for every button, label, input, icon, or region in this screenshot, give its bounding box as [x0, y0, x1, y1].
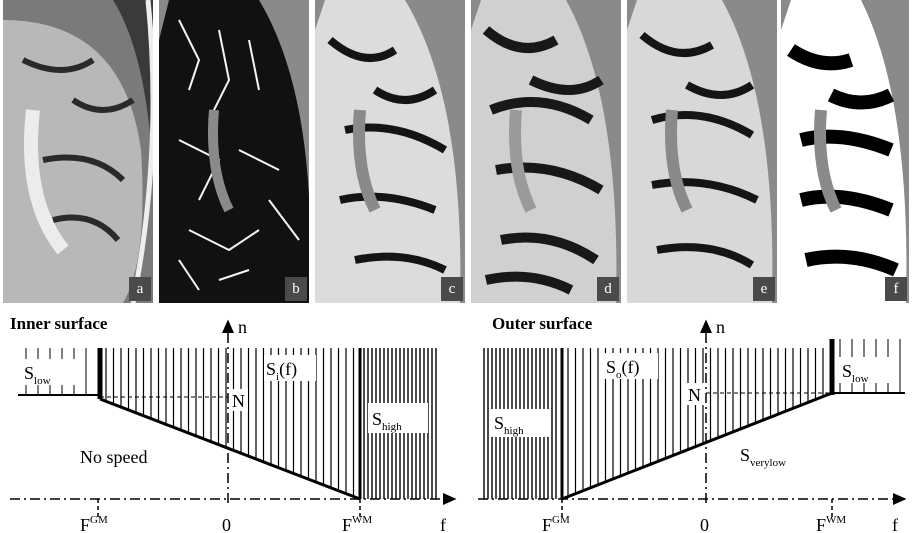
inner-s-low: Slow [24, 363, 51, 387]
outer-s-verylow: Sverylow [740, 445, 786, 469]
mri-panel-f: f [781, 0, 909, 303]
inner-s-high: Shigh [372, 409, 402, 433]
inner-n-threshold: N [232, 391, 245, 411]
panel-label-e: e [753, 277, 775, 301]
inner-f-wm: FWM [342, 514, 372, 533]
panel-label-f: f [885, 277, 907, 301]
outer-s-o: So(f) [606, 357, 640, 381]
outer-s-high: Shigh [494, 413, 524, 437]
outer-high-hatch [483, 348, 557, 499]
outer-n-label: n [716, 317, 725, 337]
inner-zero: 0 [222, 515, 231, 533]
inner-f-gm: FGM [80, 514, 108, 533]
inner-title: Inner surface [10, 314, 108, 333]
panel-label-c: c [441, 277, 463, 301]
mri-panel-b: b [159, 0, 309, 303]
panel-label-a: a [129, 277, 151, 301]
outer-f-gm: FGM [542, 514, 570, 533]
outer-f-label: f [892, 515, 898, 533]
outer-zero: 0 [700, 515, 709, 533]
outer-title: Outer surface [492, 314, 593, 333]
outer-so-hatch [567, 348, 824, 497]
inner-f-label: f [440, 515, 446, 533]
panel-label-b: b [285, 277, 307, 301]
panel-label-d: d [597, 277, 619, 301]
outer-s-low: Slow [842, 361, 869, 385]
inner-n-label: n [238, 317, 247, 337]
outer-n-threshold: N [688, 385, 701, 405]
inner-s-i: Si(f) [266, 359, 297, 383]
mri-panel-a: a [3, 0, 153, 303]
mri-panel-d: d [471, 0, 621, 303]
mri-panel-c: c [315, 0, 465, 303]
inner-si-hatch [105, 348, 355, 497]
speed-function-graphs: Inner surface n f Slow Si(f) Shigh N No … [10, 314, 907, 533]
inner-surface-graph: Inner surface n f Slow Si(f) Shigh N No … [10, 314, 457, 533]
inner-no-speed: No speed [80, 447, 147, 467]
outer-surface-graph: Outer surface n f Shigh So(f) Slow N Sve… [478, 314, 907, 533]
outer-f-wm: FWM [816, 514, 846, 533]
mri-panel-e: e [627, 0, 777, 303]
